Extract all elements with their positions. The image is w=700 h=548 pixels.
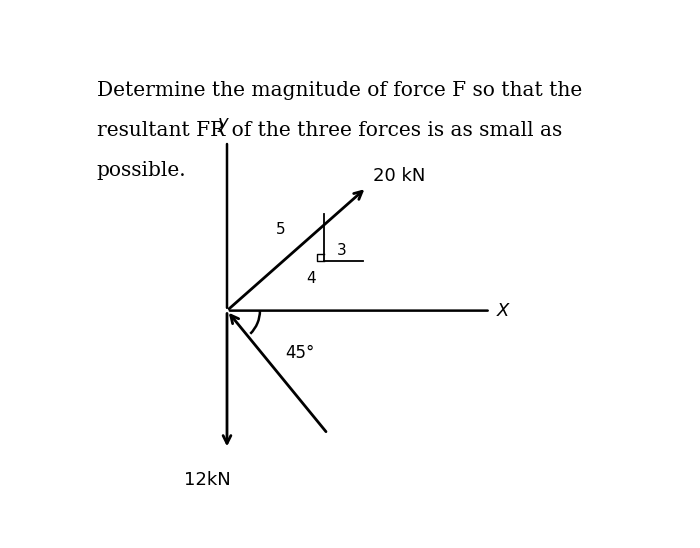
Text: possible.: possible. [97, 161, 186, 180]
Text: 3: 3 [337, 243, 346, 258]
Text: Determine the magnitude of force F so that the: Determine the magnitude of force F so th… [97, 81, 582, 100]
Text: 5: 5 [276, 222, 285, 237]
Text: X: X [497, 301, 509, 319]
Text: 20 kN: 20 kN [372, 167, 425, 185]
Text: 4: 4 [306, 271, 316, 286]
Text: 12kN: 12kN [184, 471, 231, 489]
Text: resultant FR of the three forces is as small as: resultant FR of the three forces is as s… [97, 121, 562, 140]
Text: 45°: 45° [285, 344, 314, 362]
Text: y: y [218, 114, 228, 132]
